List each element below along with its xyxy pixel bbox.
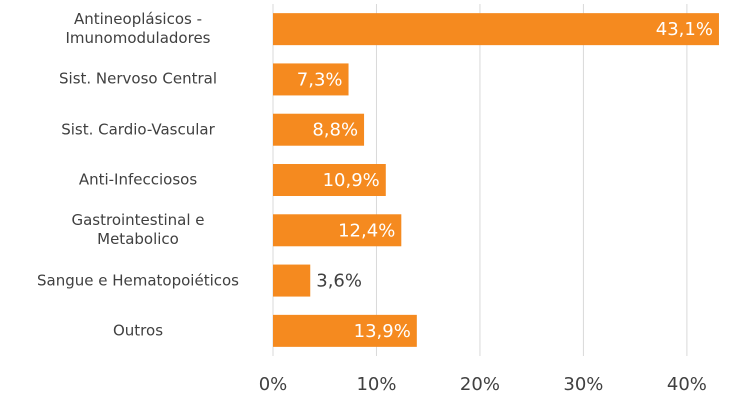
data-label: 8,8%	[312, 120, 358, 141]
data-label: 3,6%	[316, 271, 362, 292]
x-tick-label: 40%	[667, 374, 707, 395]
x-tick-label: 30%	[563, 374, 603, 395]
bar	[273, 214, 402, 247]
bar	[273, 164, 386, 196]
category-label: Sist. Nervoso Central	[59, 69, 217, 88]
category-label: Antineoplásicos - Imunomoduladores	[65, 10, 211, 48]
x-tick-label: 10%	[356, 374, 396, 395]
data-label: 12,4%	[338, 220, 395, 241]
data-label: 7,3%	[297, 69, 343, 90]
category-label: Anti-Infecciosos	[78, 170, 198, 189]
bar	[273, 13, 719, 46]
x-tick-label: 20%	[460, 374, 500, 395]
category-label: Outros	[112, 321, 164, 340]
data-label: 43,1%	[656, 19, 713, 40]
category-label: Sist. Cardio-Vascular	[61, 120, 215, 139]
bar	[273, 113, 365, 146]
data-label: 10,9%	[323, 170, 380, 191]
data-label: 13,9%	[354, 321, 411, 342]
x-tick-label: 0%	[259, 374, 288, 395]
bar	[273, 264, 311, 297]
bar	[273, 63, 349, 96]
category-label: Gastrointestinal e Metabolico	[71, 211, 205, 249]
category-label: Sangue e Hematopoiéticos	[37, 271, 239, 290]
bar	[273, 314, 417, 347]
